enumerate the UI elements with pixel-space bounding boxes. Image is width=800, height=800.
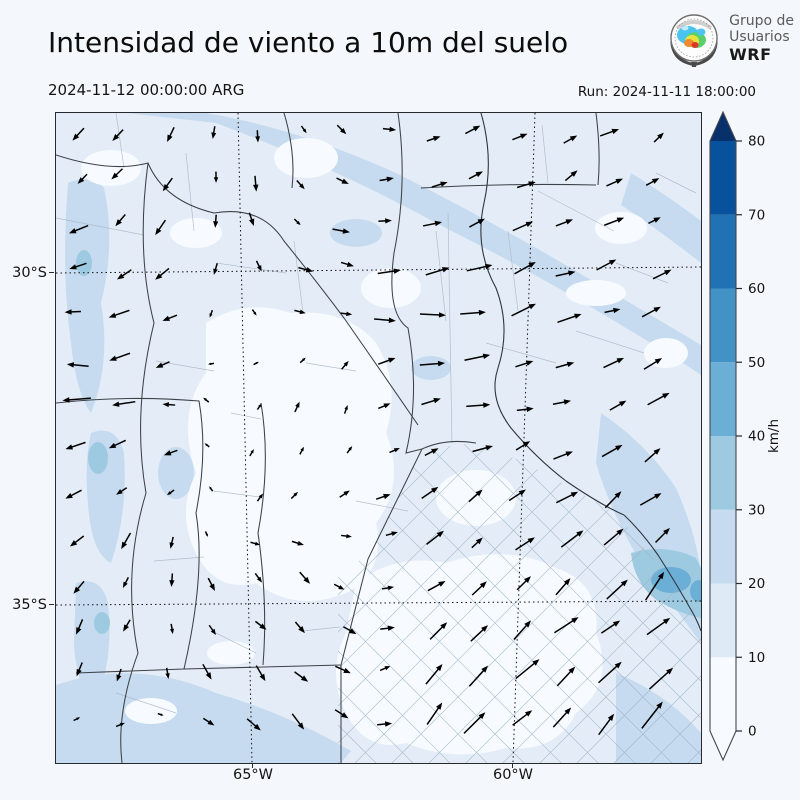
buenosaires-department-lattice xyxy=(338,443,701,763)
colorbar-segment xyxy=(710,583,736,658)
lon-tick-65w xyxy=(252,763,254,768)
lon-label-60w: 60°W xyxy=(492,767,534,783)
lon-label-65w: 65°W xyxy=(232,767,274,783)
colorbar-tick-label: 10 xyxy=(748,650,765,666)
shade-40-50 xyxy=(651,567,701,602)
colorbar-tick-label: 70 xyxy=(748,207,765,223)
province-boundaries xyxy=(56,113,600,763)
run-time-label: Run: 2024-11-11 18:00:00 xyxy=(577,84,756,100)
logo-line2: Usuarios xyxy=(729,29,790,46)
lat-tick-30s xyxy=(49,272,54,274)
colorbar-tick-label: 30 xyxy=(748,502,765,518)
colorbar-under-arrow xyxy=(710,731,736,760)
colorbar-tick-label: 50 xyxy=(748,355,765,371)
valid-time-label: 2024-11-12 00:00:00 ARG xyxy=(48,81,245,99)
lat-label-35s: 35°S xyxy=(12,597,47,613)
logo: Grupo de Usuarios WRF xyxy=(665,10,794,68)
colorbar-tick-label: 20 xyxy=(748,576,765,592)
wind-map xyxy=(55,112,702,764)
colorbar-tick-label: 80 xyxy=(748,134,765,150)
colorbar-tick-label: 60 xyxy=(748,281,765,297)
map-canvas xyxy=(56,113,701,763)
colorbar-segment xyxy=(710,436,736,510)
gridline-65w xyxy=(237,113,253,763)
logo-text: Grupo de Usuarios WRF xyxy=(729,14,794,63)
river-and-coastline xyxy=(480,113,701,632)
quiver-layer xyxy=(62,124,674,736)
lon-tick-60w xyxy=(512,763,514,768)
wrf-logo-emblem-icon xyxy=(670,14,718,67)
colorbar-tick-label: 40 xyxy=(748,429,765,445)
logo-model-blob xyxy=(677,25,707,48)
lat-tick-35s xyxy=(49,604,54,606)
colorbar-units-label: km/h xyxy=(766,419,782,453)
colorbar-segment xyxy=(710,362,736,436)
logo-line1: Grupo de xyxy=(729,13,794,30)
colorbar-segment xyxy=(710,288,736,363)
colorbar-segment xyxy=(710,141,736,215)
colorbar-over-arrow xyxy=(710,112,736,141)
colorbar-segment xyxy=(710,657,736,731)
colorbar-tick-label: 0 xyxy=(748,724,757,740)
logo-line3: WRF xyxy=(729,44,772,64)
colorbar-segment xyxy=(710,509,736,584)
gridline-60w xyxy=(512,113,536,763)
page-title: Intensidad de viento a 10m del suelo xyxy=(48,26,569,59)
lat-label-30s: 30°S xyxy=(12,265,47,281)
colorbar-segment xyxy=(710,214,736,289)
department-boundaries xyxy=(56,113,697,714)
colorbar: 0 10 20 30 40 50 60 70 80 km/h xyxy=(709,110,782,762)
graticule xyxy=(56,113,701,763)
